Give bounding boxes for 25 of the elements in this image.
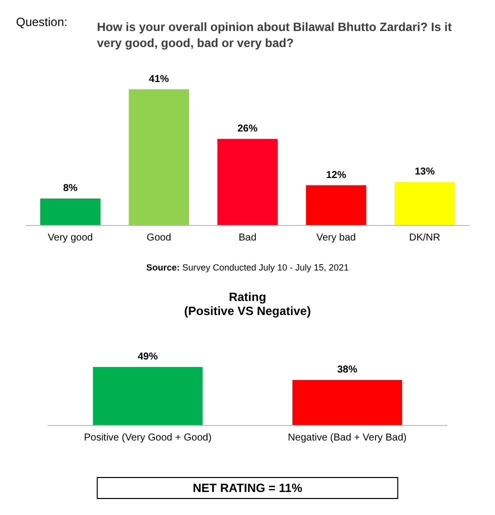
bar bbox=[40, 198, 100, 225]
data-label: 13% bbox=[414, 166, 435, 178]
data-label: 8% bbox=[63, 183, 78, 194]
bar bbox=[128, 89, 190, 225]
text: NET RATING = 11% bbox=[192, 481, 303, 495]
x-tick-label: Positive (Very Good + Good) bbox=[84, 432, 212, 444]
data-label: 38% bbox=[337, 364, 358, 376]
x-tick-label: Good bbox=[146, 232, 172, 244]
chart-title: How is your overall opinion about Bilawal Bhutto Zardari? Is it very good, good, bad or very bad? bbox=[97, 20, 456, 50]
source-note: Source: Survey Conducted July 10 - July 15, 2021 bbox=[146, 262, 349, 272]
data-label: 26% bbox=[237, 123, 258, 134]
bar bbox=[306, 185, 366, 225]
x-tick-label: Very good bbox=[48, 232, 93, 244]
data-label: 41% bbox=[148, 74, 170, 85]
chart-title: Rating bbox=[228, 290, 266, 304]
bar bbox=[394, 182, 455, 225]
data-label: 49% bbox=[138, 351, 158, 362]
text: Question: bbox=[16, 15, 68, 29]
chart-subtitle: (Positive VS Negative) bbox=[184, 304, 311, 318]
x-tick-label: Bad bbox=[238, 232, 256, 244]
x-tick-label: DK/NR bbox=[409, 232, 440, 244]
bar bbox=[217, 138, 278, 225]
data-label: 12% bbox=[326, 170, 346, 181]
x-tick-label: Very bad bbox=[316, 232, 356, 244]
x-tick-label: Negative (Bad + Very Bad) bbox=[288, 432, 407, 444]
